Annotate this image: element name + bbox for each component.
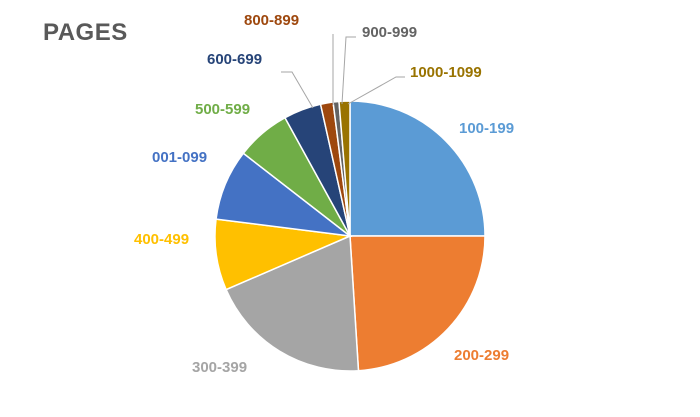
slice-label-400-499: 400-499 [134, 231, 189, 248]
pie-slice-300-399 [225, 234, 360, 372]
slice-label-200-299: 200-299 [454, 347, 509, 364]
leader-line-900-999 [341, 36, 356, 105]
leader-line-600-699 [281, 71, 314, 109]
pie-slice-1000-1099 [338, 100, 351, 237]
slice-label-100-199: 100-199 [459, 120, 514, 137]
slice-label-300-399: 300-399 [192, 359, 247, 376]
slice-label-500-599: 500-599 [195, 101, 250, 118]
slice-label-800-899: 800-899 [244, 12, 299, 29]
leader-lines [281, 34, 405, 109]
leader-line-1000-1099 [347, 76, 405, 105]
chart-title: PAGES [43, 19, 128, 46]
pie-slice-200-299 [349, 235, 486, 372]
slice-label-1000-1099: 1000-1099 [410, 64, 482, 81]
slice-label-001-099: 001-099 [152, 149, 207, 166]
slice-label-600-699: 600-699 [207, 51, 262, 68]
slices-layer [214, 100, 486, 372]
pie-slice-100-199 [349, 100, 486, 237]
slice-labels: 100-199 200-299 300-399 400-499 001-099 500-5… [134, 12, 514, 376]
slice-label-900-999: 900-999 [362, 24, 417, 41]
